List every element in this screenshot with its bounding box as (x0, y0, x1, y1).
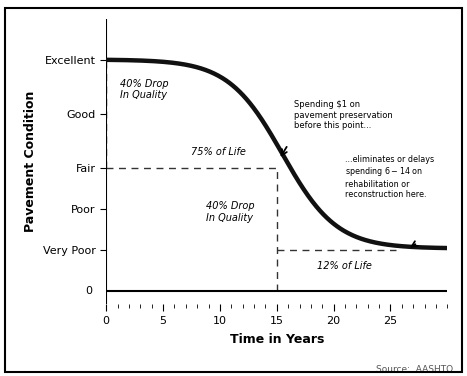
Text: ...eliminates or delays
spending $6-$14 on
rehabilitation or
reconstruction here: ...eliminates or delays spending $6-$14 … (345, 155, 434, 199)
X-axis label: Time in Years: Time in Years (230, 333, 324, 346)
Text: 12% of Life: 12% of Life (317, 261, 371, 271)
Text: 40% Drop
In Quality: 40% Drop In Quality (206, 201, 255, 223)
Text: 75% of Life: 75% of Life (191, 147, 247, 158)
Text: Spending $1 on
pavement preservation
before this point...: Spending $1 on pavement preservation bef… (294, 100, 393, 130)
Text: 0: 0 (85, 286, 92, 296)
Text: Source:  AASHTO: Source: AASHTO (376, 365, 453, 374)
Text: 40% Drop
In Quality: 40% Drop In Quality (120, 79, 169, 100)
Y-axis label: Pavement Condition: Pavement Condition (24, 91, 37, 232)
